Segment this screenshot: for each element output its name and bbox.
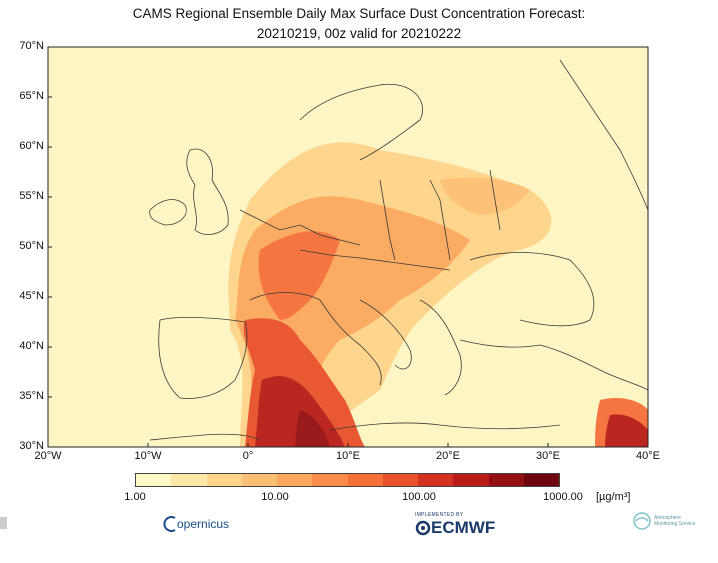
lat-label-40n: 40°N bbox=[19, 340, 44, 352]
ecmwf-implemented-text: IMPLEMENTED BY bbox=[415, 512, 464, 518]
colorbar-swatch bbox=[241, 474, 277, 486]
colorbar-label-100: 100.00 bbox=[402, 491, 436, 503]
colorbar-label-1: 1.00 bbox=[124, 491, 146, 503]
lat-label-55n: 55°N bbox=[19, 190, 44, 202]
copernicus-logo: opernicus bbox=[163, 515, 229, 533]
atmosphere-logo: Atmosphere Monitoring Service bbox=[632, 511, 704, 531]
colorbar-swatch bbox=[206, 474, 242, 486]
lat-label-45n: 45°N bbox=[19, 290, 44, 302]
atmosphere-text: Atmosphere Monitoring Service bbox=[654, 515, 696, 527]
lon-label-30e: 30°E bbox=[536, 450, 560, 462]
lat-label-60n: 60°N bbox=[19, 140, 44, 152]
atmosphere-swirl-icon bbox=[633, 512, 651, 530]
lat-label-30n: 30°N bbox=[19, 440, 44, 452]
colorbar-unit: [µg/m³] bbox=[596, 491, 631, 503]
lat-label-50n: 50°N bbox=[19, 240, 44, 252]
colorbar-label-10: 10.00 bbox=[261, 491, 289, 503]
dust-map bbox=[47, 46, 649, 448]
ecmwf-icon bbox=[415, 520, 431, 536]
map-title-line2: 20210219, 00z valid for 20210222 bbox=[256, 26, 462, 41]
colorbar-swatch bbox=[523, 474, 559, 486]
ecmwf-logo: IMPLEMENTED BY ECMWF bbox=[415, 512, 495, 538]
dust-plume bbox=[228, 142, 648, 447]
colorbar bbox=[135, 473, 560, 487]
colorbar-swatch bbox=[488, 474, 524, 486]
lon-label-10w: 10°W bbox=[134, 450, 162, 462]
lon-label-20e: 20°E bbox=[436, 450, 460, 462]
lat-label-70n: 70°N bbox=[19, 40, 44, 52]
edge-marker bbox=[0, 517, 7, 529]
ecmwf-text: ECMWF bbox=[431, 518, 496, 537]
lon-label-40e: 40°E bbox=[636, 450, 660, 462]
lon-label-10e: 10°E bbox=[336, 450, 360, 462]
colorbar-swatch bbox=[347, 474, 383, 486]
colorbar-swatch bbox=[382, 474, 418, 486]
lat-label-35n: 35°N bbox=[19, 390, 44, 402]
colorbar-swatch bbox=[136, 474, 172, 486]
colorbar-label-1000: 1000.00 bbox=[543, 491, 583, 503]
copernicus-text: opernicus bbox=[177, 517, 230, 531]
lat-label-65n: 65°N bbox=[19, 90, 44, 102]
colorbar-swatch bbox=[171, 474, 207, 486]
colorbar-swatch bbox=[418, 474, 454, 486]
lon-label-20w: 20°W bbox=[34, 450, 62, 462]
colorbar-swatch bbox=[453, 474, 489, 486]
coastlines bbox=[149, 59, 649, 441]
colorbar-swatch bbox=[277, 474, 313, 486]
lon-label-0: 0° bbox=[242, 450, 254, 462]
copernicus-c-icon bbox=[163, 516, 176, 532]
colorbar-swatch bbox=[312, 474, 348, 486]
map-title-line1: CAMS Regional Ensemble Daily Max Surface… bbox=[132, 6, 586, 21]
